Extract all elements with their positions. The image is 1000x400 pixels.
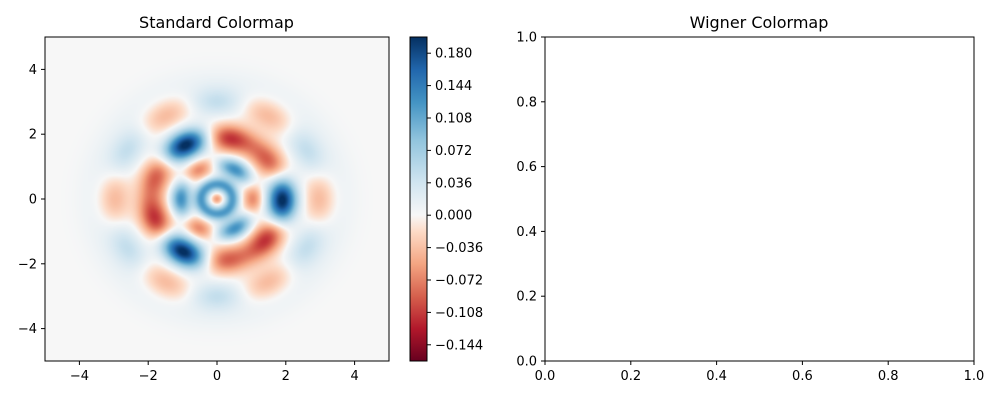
y-axis: 0.0 0.2 0.4 0.6 0.8 1.0 (516, 31, 545, 370)
y-tick-label: 0.0 (516, 355, 537, 370)
y-tick-label: 0.8 (516, 95, 537, 110)
colorbar-tick-label: 0.180 (435, 47, 472, 62)
plot-frame (544, 36, 975, 362)
x-tick-label: 0.2 (620, 369, 641, 384)
colorbar-tick-label: −0.072 (435, 274, 483, 289)
colorbar-frame (409, 36, 428, 362)
y-tick-label: 0 (29, 193, 37, 208)
x-tick-label: −4 (70, 369, 89, 384)
heatmap-image (45, 37, 389, 361)
chart-title: Wigner Colormap (690, 13, 829, 32)
colorbar-tick-label: 0.072 (435, 144, 472, 159)
colorbar-tick-label: −0.036 (435, 241, 483, 256)
x-tick-label: 0.6 (792, 369, 813, 384)
colorbar-tick-label: 0.144 (435, 79, 472, 94)
colorbar-tick-label: 0.000 (435, 209, 472, 224)
y-tick-label: 0.2 (516, 290, 537, 305)
y-tick-label: 1.0 (516, 31, 537, 46)
y-tick-label: 0.4 (516, 225, 537, 240)
colorbar-fill (410, 37, 427, 361)
x-tick-label: 1.0 (964, 369, 985, 384)
wigner-colormap-chart: Wigner Colormap 0.0 0.2 0.4 0.6 0.8 1.0 0.00.… (516, 13, 984, 384)
y-tick-label: 2 (29, 128, 37, 143)
x-tick-label: 0.0 (535, 369, 556, 384)
x-tick-label: 0.4 (706, 369, 727, 384)
colorbar-tick-label: 0.108 (435, 112, 472, 127)
y-tick-label: 4 (29, 63, 37, 78)
colorbar-tick-label: 0.036 (435, 176, 472, 191)
x-tick-label: 4 (350, 369, 358, 384)
x-tick-label: 0.8 (878, 369, 899, 384)
x-tick-label: 0 (213, 369, 221, 384)
y-axis: −4 −2 0 2 4 (18, 63, 45, 337)
x-axis: 0.0 0.2 0.4 0.6 0.8 1.0 (535, 361, 985, 384)
colorbar-tick-label: −0.144 (435, 338, 483, 353)
x-axis: −4 −2 0 2 4 (70, 361, 359, 384)
y-tick-label: 0.6 (516, 160, 537, 175)
colorbar-ticks: 0.180 0.144 0.108 0.072 0.036 0.000 −0.036 −0.0… (427, 47, 483, 353)
x-tick-label: 2 (282, 369, 290, 384)
y-tick-label: −2 (18, 257, 37, 272)
colorbar: 0.180 0.144 0.108 0.072 0.036 0.000 −0.036 −0.0… (409, 36, 483, 362)
colorbar-tick-label: −0.108 (435, 306, 483, 321)
x-tick-label: −2 (139, 369, 158, 384)
chart-title: Standard Colormap (139, 13, 294, 32)
y-tick-label: −4 (18, 322, 37, 337)
standard-colormap-chart: Standard Colormap −4 −2 0 2 4 −4 −2 0 2 4 (18, 13, 390, 384)
